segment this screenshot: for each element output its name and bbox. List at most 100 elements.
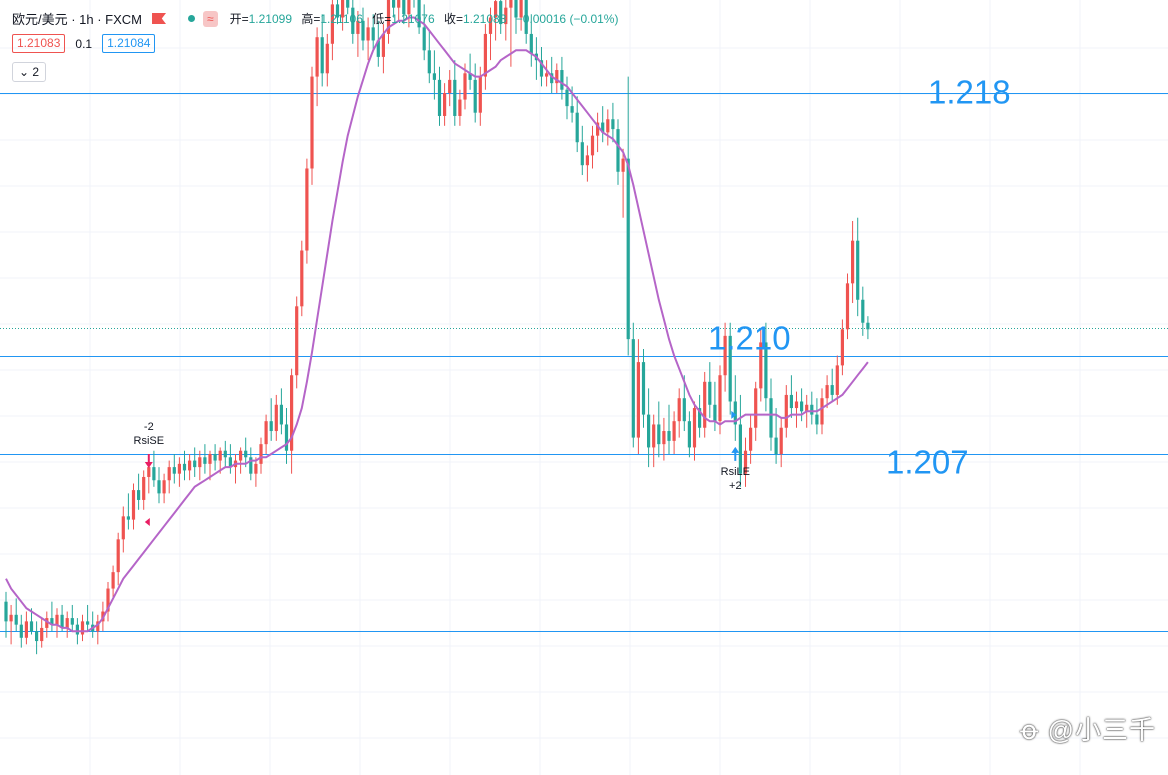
change-value: −0.00016 (−0.01%) — [515, 12, 619, 26]
candle-body — [800, 401, 804, 412]
candle-body — [468, 73, 472, 80]
candle-body — [65, 618, 69, 628]
candle-body — [193, 460, 197, 468]
buy-price-button[interactable]: 1.21084 — [102, 34, 156, 53]
candle-body — [840, 329, 844, 366]
candle-body — [519, 0, 523, 18]
candle-body — [749, 427, 753, 451]
candle-body — [718, 375, 722, 422]
sell-price-button[interactable]: 1.21083 — [12, 34, 66, 53]
candle-body — [60, 614, 64, 628]
candle-body — [45, 618, 49, 628]
candle-body — [341, 0, 345, 18]
candle-body — [70, 618, 74, 625]
candle-body — [274, 404, 278, 432]
candle-body — [356, 20, 360, 34]
candle-body — [483, 33, 487, 77]
candle-body — [96, 621, 100, 632]
candle-body — [198, 457, 202, 468]
symbol-title[interactable]: 欧元/美元 · 1h · FXCM — [12, 12, 143, 27]
candle-body — [769, 398, 773, 438]
wave-icon[interactable]: ≈ — [203, 10, 218, 27]
candle-body — [774, 437, 778, 454]
candle-body — [223, 450, 227, 458]
candle-body — [269, 421, 273, 432]
ohlc-values: 开=1.21099 高=1.21106 低=1.21076 收=1.21083 … — [230, 10, 619, 27]
candle-body — [137, 490, 141, 500]
candle-body — [315, 37, 319, 77]
indicators-toggle-button[interactable]: ⌄ 2 — [12, 62, 47, 82]
candle-body — [738, 424, 742, 474]
candle-body — [794, 401, 799, 409]
high-label: 高= — [301, 12, 321, 26]
horizontal-levels[interactable] — [0, 93, 1168, 632]
market-open-icon — [188, 15, 196, 22]
candle-body — [641, 362, 646, 415]
buy-arrow-icon — [731, 446, 740, 461]
open-label: 开= — [229, 12, 249, 26]
candle-body — [427, 50, 431, 74]
candle-body — [789, 394, 793, 409]
candle-body — [218, 450, 222, 461]
level-label: 1.210 — [708, 320, 791, 357]
candle-body — [667, 431, 671, 441]
candle-body — [310, 76, 314, 169]
candle-body — [703, 381, 707, 428]
candle-body — [565, 89, 569, 107]
candle-body — [453, 79, 457, 116]
candle-body — [672, 421, 676, 441]
candle-body — [458, 99, 462, 116]
candle-body — [509, 0, 513, 8]
candle-body — [142, 476, 146, 500]
candle-body — [575, 112, 579, 143]
candle-body — [529, 33, 533, 54]
candle-body — [743, 450, 748, 474]
candle-body — [733, 401, 737, 425]
candle-body — [188, 460, 192, 471]
watermark: ꝋ @小三千 — [1020, 710, 1156, 747]
chevron-down-icon: ⌄ — [19, 65, 30, 79]
candle-body — [152, 467, 156, 481]
candle-body — [381, 33, 385, 57]
level-label: 1.218 — [928, 74, 1011, 111]
level-labels: 1.218 1.210 1.207 — [708, 74, 1011, 481]
candle-body — [657, 424, 661, 445]
candle-body — [621, 158, 625, 172]
exit-marker-icon — [144, 518, 150, 526]
candle-body — [856, 240, 860, 300]
candle-body — [851, 240, 855, 284]
candle-body — [473, 79, 477, 113]
moving-average-line — [5, 16, 869, 633]
level-label: 1.207 — [886, 444, 969, 481]
candle-body — [463, 73, 467, 100]
candle-body — [514, 0, 518, 18]
candle-body — [580, 142, 584, 166]
candle-body — [50, 618, 54, 625]
candle-body — [121, 516, 125, 540]
candle-body — [443, 93, 447, 116]
candle-body — [448, 79, 452, 93]
candle-body — [371, 27, 375, 41]
candle-body — [652, 424, 656, 448]
sell-arrow-icon — [144, 454, 153, 468]
close-value: 1.21083 — [462, 12, 507, 26]
status-group[interactable]: ≈ — [184, 10, 218, 27]
candle-body — [402, 0, 406, 15]
candle-body — [662, 431, 666, 445]
candle-body — [167, 467, 171, 481]
candle-body — [596, 122, 600, 136]
candle-body — [4, 601, 8, 622]
candle-body — [320, 37, 324, 74]
candle-body — [75, 624, 79, 635]
candle-body — [759, 342, 763, 389]
candle-body — [29, 621, 34, 632]
candle-body — [861, 299, 865, 323]
candle-body — [437, 79, 442, 116]
signal-qty: +2 — [729, 480, 742, 492]
candle-body — [208, 454, 212, 464]
candle-body — [295, 306, 299, 376]
candle-body — [713, 404, 717, 422]
candle-body — [478, 76, 482, 113]
candle-body — [784, 394, 788, 428]
